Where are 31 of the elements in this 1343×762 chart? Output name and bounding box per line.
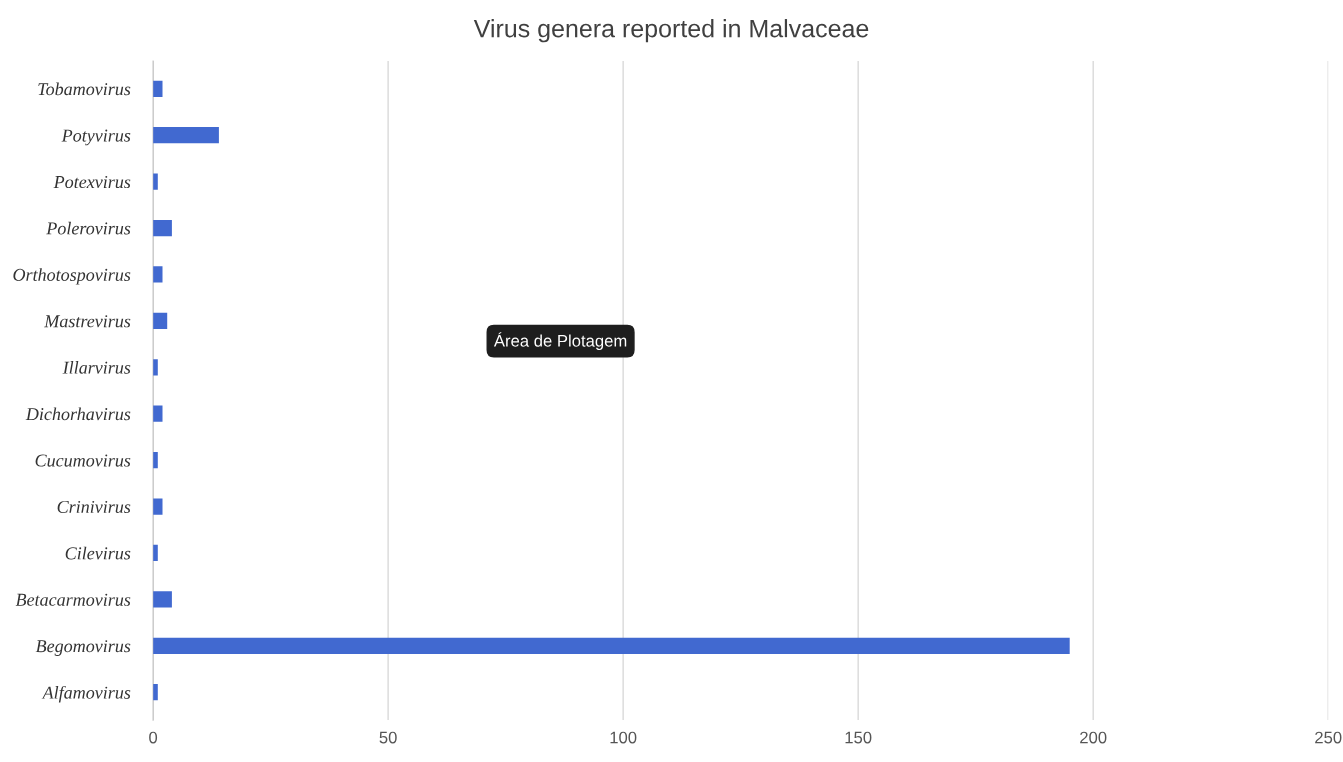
y-tick-label: Potyvirus [61,129,131,146]
x-tick-label: 100 [610,731,637,744]
y-tick-label: Begomovirus [35,640,131,656]
bar [153,266,163,283]
bar [153,80,163,97]
y-tick-label: Cilevirus [65,546,131,560]
bar [153,219,172,237]
chart-title: Virus genera reported in Malvaceae [473,19,869,43]
bar [153,591,172,608]
x-tick-label: 200 [1080,731,1107,744]
y-tick-label: Potexvirus [53,175,131,189]
bar [153,312,168,330]
annotation: Área de Plotagem [493,332,627,351]
y-tick-label: Crinivirus [57,500,131,514]
y-tick-label: Cucumovirus [35,454,131,467]
x-tick-label: 50 [379,731,397,744]
y-tick-label: Illarvirus [62,361,131,374]
y-tick-label: Orthotospovirus [13,268,131,285]
y-tick-label: Polerovirus [46,221,131,235]
bar [153,498,163,515]
y-tick-label: Mastrevirus [44,315,131,328]
y-tick-label: Alfamovirus [41,685,131,703]
y-tick-label: Dichorhavirus [25,407,131,421]
x-tick-label: 250 [1315,731,1342,744]
y-tick-label: Betacarmovirus [15,593,131,606]
bar [153,127,219,144]
x-tick-label: 0 [149,731,158,744]
bar [153,405,163,422]
y-tick-label: Tobamovirus [38,82,131,96]
x-tick-label: 150 [845,731,872,744]
bar [153,637,1070,654]
